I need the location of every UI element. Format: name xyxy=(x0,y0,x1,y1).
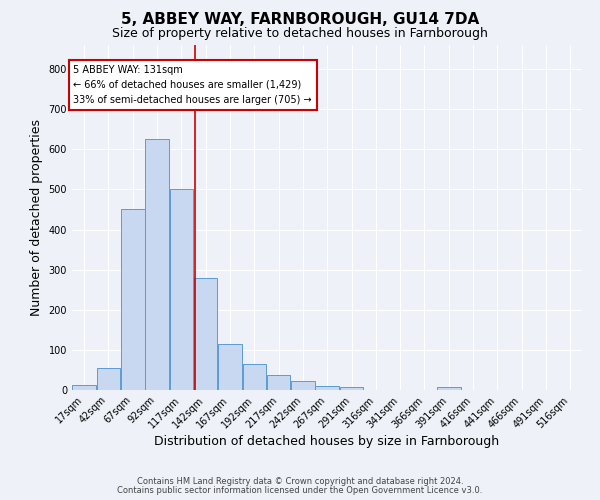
Bar xyxy=(242,364,266,390)
Bar xyxy=(291,381,314,390)
Bar xyxy=(121,210,145,390)
Bar xyxy=(340,387,364,390)
Bar xyxy=(437,387,461,390)
Y-axis label: Number of detached properties: Number of detached properties xyxy=(30,119,43,316)
Text: 5, ABBEY WAY, FARNBOROUGH, GU14 7DA: 5, ABBEY WAY, FARNBOROUGH, GU14 7DA xyxy=(121,12,479,28)
Text: 5 ABBEY WAY: 131sqm
← 66% of detached houses are smaller (1,429)
33% of semi-det: 5 ABBEY WAY: 131sqm ← 66% of detached ho… xyxy=(73,65,312,104)
Bar xyxy=(73,385,96,390)
Bar xyxy=(218,344,242,390)
Text: Size of property relative to detached houses in Farnborough: Size of property relative to detached ho… xyxy=(112,28,488,40)
Bar xyxy=(316,386,339,390)
Bar xyxy=(145,140,169,390)
Bar xyxy=(170,190,193,390)
Text: Contains public sector information licensed under the Open Government Licence v3: Contains public sector information licen… xyxy=(118,486,482,495)
Text: Contains HM Land Registry data © Crown copyright and database right 2024.: Contains HM Land Registry data © Crown c… xyxy=(137,477,463,486)
Bar xyxy=(97,368,120,390)
Bar xyxy=(194,278,217,390)
X-axis label: Distribution of detached houses by size in Farnborough: Distribution of detached houses by size … xyxy=(154,436,500,448)
Bar xyxy=(267,375,290,390)
